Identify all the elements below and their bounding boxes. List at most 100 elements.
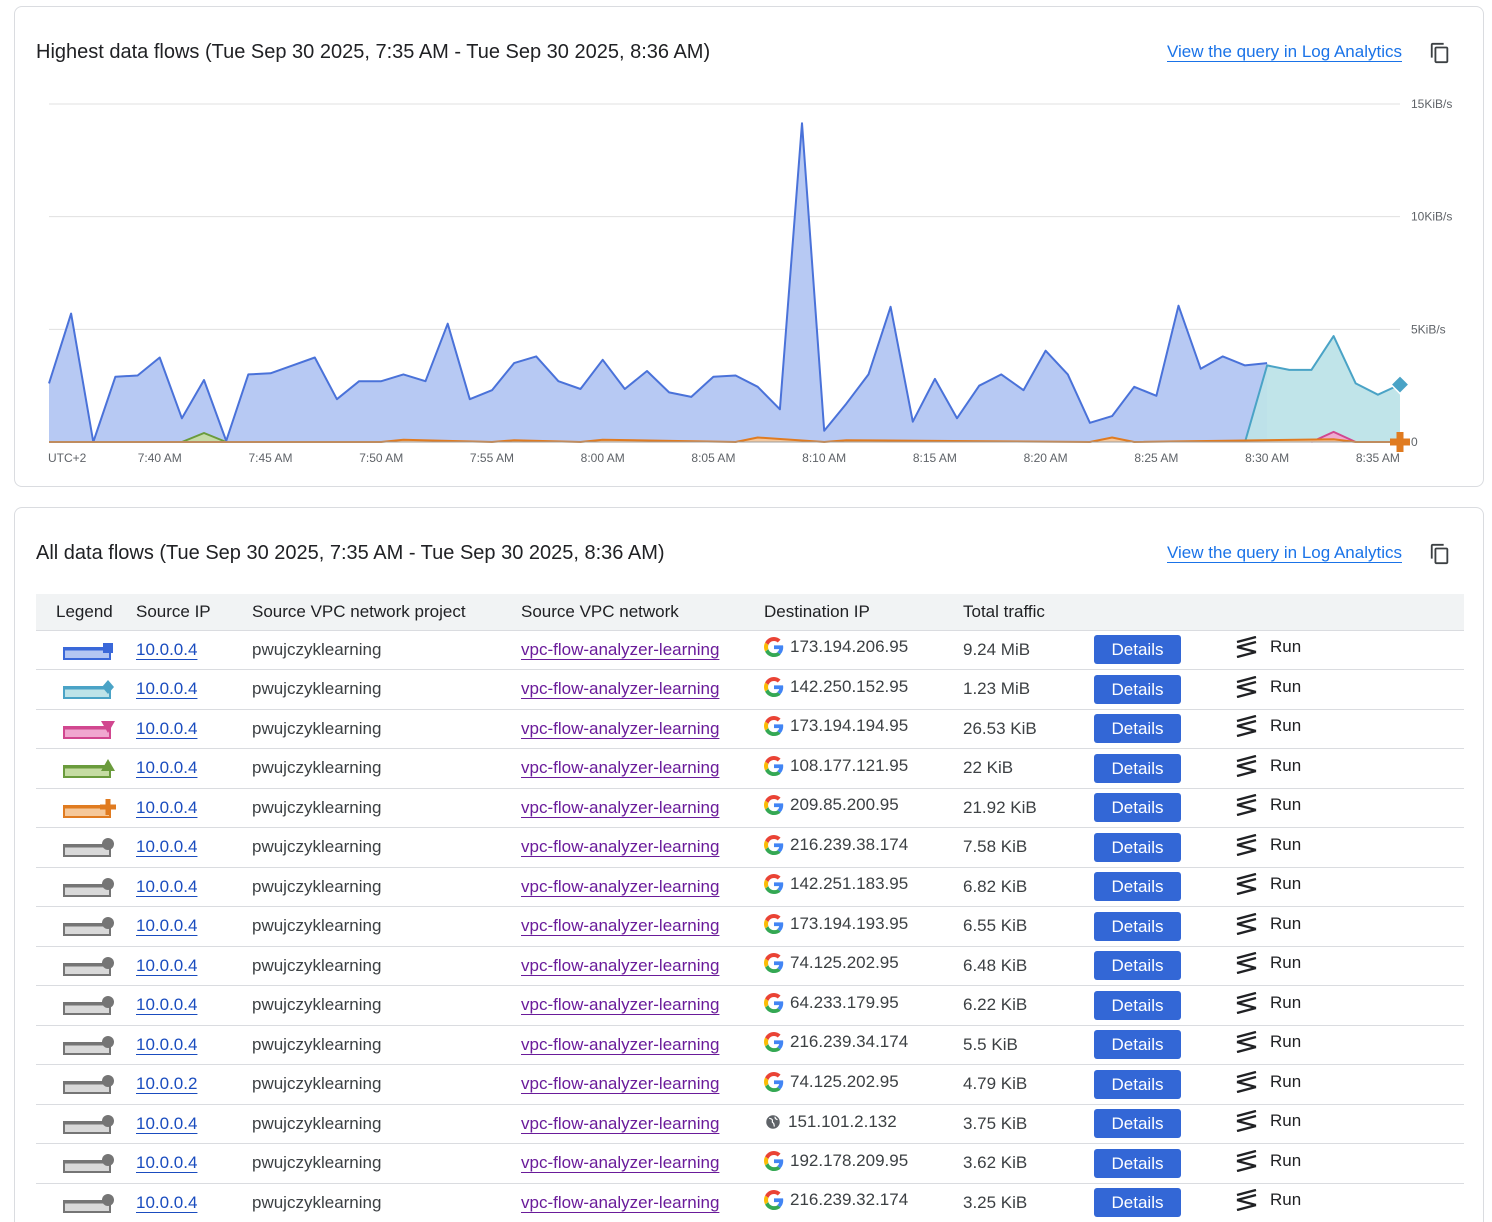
total-traffic-cell: 6.48 KiB <box>963 946 1094 986</box>
source-ip-link[interactable]: 10.0.0.4 <box>136 1153 198 1173</box>
destination-ip-text: 142.251.183.95 <box>790 874 909 894</box>
destination-ip-cell: 216.239.38.174 <box>764 827 963 868</box>
source-network-link[interactable]: vpc-flow-analyzer-learning <box>521 1034 720 1054</box>
details-button[interactable]: Details <box>1094 1188 1181 1218</box>
connectivity-test-icon <box>1236 715 1257 738</box>
details-button[interactable]: Details <box>1094 911 1181 941</box>
source-project-cell: pwujczyklearning <box>252 1183 521 1222</box>
source-network-link[interactable]: vpc-flow-analyzer-learning <box>521 797 720 817</box>
source-network-cell: vpc-flow-analyzer-learning <box>521 1025 764 1065</box>
run-button[interactable]: Run <box>1234 1149 1301 1172</box>
details-button[interactable]: Details <box>1094 832 1181 862</box>
details-button[interactable]: Details <box>1094 951 1181 981</box>
column-header-destination-ip[interactable]: Destination IP <box>764 594 963 631</box>
source-ip-link[interactable]: 10.0.0.4 <box>136 1192 198 1212</box>
run-button[interactable]: Run <box>1234 1110 1301 1133</box>
source-network-link[interactable]: vpc-flow-analyzer-learning <box>521 679 720 699</box>
source-network-link[interactable]: vpc-flow-analyzer-learning <box>521 916 720 936</box>
connectivity-test-icon <box>1236 1110 1257 1133</box>
source-ip-link[interactable]: 10.0.0.4 <box>136 758 198 778</box>
source-network-link[interactable]: vpc-flow-analyzer-learning <box>521 837 720 857</box>
run-button[interactable]: Run <box>1234 636 1301 659</box>
table-log-analytics-link[interactable]: View the query in Log Analytics <box>1167 543 1402 562</box>
column-header-source-ip[interactable]: Source IP <box>136 594 252 631</box>
source-ip-link[interactable]: 10.0.0.4 <box>136 876 198 896</box>
table-row: 10.0.0.4 pwujczyklearning vpc-flow-analyze… <box>36 985 1464 1026</box>
source-ip-link[interactable]: 10.0.0.4 <box>136 1034 198 1054</box>
run-button[interactable]: Run <box>1234 794 1301 817</box>
destination-ip-cell: 142.251.183.95 <box>764 867 963 907</box>
details-button[interactable]: Details <box>1094 1148 1181 1178</box>
legend-cell <box>36 669 136 710</box>
details-button[interactable]: Details <box>1094 753 1181 783</box>
source-ip-link[interactable]: 10.0.0.4 <box>136 1113 198 1133</box>
run-button[interactable]: Run <box>1234 952 1301 975</box>
connectivity-test-icon <box>1236 794 1257 817</box>
table-row: 10.0.0.4 pwujczyklearning vpc-flow-analyze… <box>36 1143 1464 1184</box>
source-network-link[interactable]: vpc-flow-analyzer-learning <box>521 639 720 659</box>
details-cell: Details <box>1094 946 1234 986</box>
total-traffic-cell: 3.75 KiB <box>963 1104 1094 1144</box>
run-button[interactable]: Run <box>1234 675 1301 698</box>
total-traffic-cell: 9.24 MiB <box>963 630 1094 670</box>
table-header-row: Legend Source IP Source VPC network proj… <box>36 594 1464 631</box>
destination-ip-cell: 74.125.202.95 <box>764 946 963 986</box>
source-ip-link[interactable]: 10.0.0.4 <box>136 797 198 817</box>
source-network-link[interactable]: vpc-flow-analyzer-learning <box>521 758 720 778</box>
source-ip-link[interactable]: 10.0.0.4 <box>136 679 198 699</box>
run-button[interactable]: Run <box>1234 715 1301 738</box>
source-network-link[interactable]: vpc-flow-analyzer-learning <box>521 1153 720 1173</box>
source-ip-link[interactable]: 10.0.0.4 <box>136 639 198 659</box>
column-header-source-project[interactable]: Source VPC network project <box>252 594 521 631</box>
run-label: Run <box>1270 1032 1302 1052</box>
source-network-link[interactable]: vpc-flow-analyzer-learning <box>521 876 720 896</box>
column-header-run <box>1234 594 1464 631</box>
copy-icon <box>1430 42 1449 64</box>
details-button[interactable]: Details <box>1094 793 1181 823</box>
details-button[interactable]: Details <box>1094 990 1181 1020</box>
chart-copy-button[interactable] <box>1429 42 1451 64</box>
details-button[interactable]: Details <box>1094 674 1181 704</box>
source-network-link[interactable]: vpc-flow-analyzer-learning <box>521 718 720 738</box>
source-project-cell: pwujczyklearning <box>252 906 521 947</box>
destination-ip-cell: 64.233.179.95 <box>764 985 963 1026</box>
source-network-link[interactable]: vpc-flow-analyzer-learning <box>521 1113 720 1133</box>
destination-ip-text: 173.194.206.95 <box>790 637 909 657</box>
run-cell: Run <box>1234 867 1464 907</box>
source-network-link[interactable]: vpc-flow-analyzer-learning <box>521 1192 720 1212</box>
source-ip-link[interactable]: 10.0.0.4 <box>136 995 198 1015</box>
details-button[interactable]: Details <box>1094 1069 1181 1099</box>
source-ip-cell: 10.0.0.4 <box>136 709 252 749</box>
table-copy-button[interactable] <box>1429 543 1451 565</box>
source-network-cell: vpc-flow-analyzer-learning <box>521 1104 764 1144</box>
source-network-cell: vpc-flow-analyzer-learning <box>521 827 764 868</box>
source-ip-link[interactable]: 10.0.0.4 <box>136 955 198 975</box>
details-button[interactable]: Details <box>1094 1109 1181 1139</box>
source-ip-link[interactable]: 10.0.0.4 <box>136 837 198 857</box>
details-button[interactable]: Details <box>1094 872 1181 902</box>
run-button[interactable]: Run <box>1234 1070 1301 1093</box>
source-network-link[interactable]: vpc-flow-analyzer-learning <box>521 955 720 975</box>
y-tick-label: 0 <box>1411 435 1418 449</box>
run-button[interactable]: Run <box>1234 833 1301 856</box>
source-ip-link[interactable]: 10.0.0.4 <box>136 916 198 936</box>
run-button[interactable]: Run <box>1234 912 1301 935</box>
chart-log-analytics-link[interactable]: View the query in Log Analytics <box>1167 42 1402 61</box>
series-line-0 <box>48 122 1268 443</box>
source-project-cell: pwujczyklearning <box>252 1104 521 1144</box>
source-ip-link[interactable]: 10.0.0.4 <box>136 718 198 738</box>
details-button[interactable]: Details <box>1094 635 1181 665</box>
google-g-icon <box>764 1032 784 1053</box>
source-network-link[interactable]: vpc-flow-analyzer-learning <box>521 1074 720 1094</box>
column-header-total-traffic[interactable]: Total traffic <box>963 594 1094 631</box>
details-button[interactable]: Details <box>1094 714 1181 744</box>
details-button[interactable]: Details <box>1094 1030 1181 1060</box>
run-button[interactable]: Run <box>1234 754 1301 777</box>
source-ip-link[interactable]: 10.0.0.2 <box>136 1074 198 1094</box>
run-button[interactable]: Run <box>1234 1189 1301 1212</box>
run-button[interactable]: Run <box>1234 991 1301 1014</box>
source-network-link[interactable]: vpc-flow-analyzer-learning <box>521 995 720 1015</box>
column-header-source-network[interactable]: Source VPC network <box>521 594 764 631</box>
run-button[interactable]: Run <box>1234 873 1301 896</box>
run-button[interactable]: Run <box>1234 1031 1302 1054</box>
